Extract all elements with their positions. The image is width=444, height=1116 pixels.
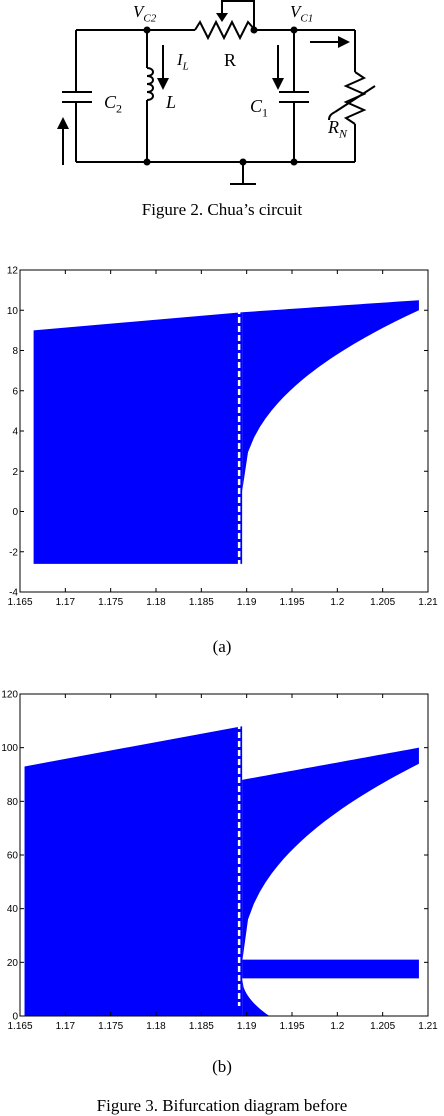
rn-label: RN (328, 117, 347, 142)
chartb-xtick-label: 1.21 (418, 1021, 438, 1032)
figure3b-label: (b) (212, 1057, 232, 1076)
il-letter: I (177, 50, 183, 69)
charta-xtick-label: 1.205 (370, 597, 395, 608)
vc1-subscript: C1 (300, 12, 314, 25)
charta-xtick-label: 1.19 (237, 597, 257, 608)
charta-xtick-label: 1.2 (330, 597, 344, 608)
il-label: IL (177, 50, 189, 72)
charta-ytick-label: 8 (12, 346, 18, 357)
rn-subscript: N (339, 126, 348, 141)
figure2-caption: Figure 2. Chua’s circuit (141, 200, 303, 219)
charta-ytick-label: 4 (12, 427, 18, 438)
chartb-ytick-label: 100 (1, 743, 18, 754)
chartb-lower-branch (242, 959, 419, 979)
c1-subscript: 1 (262, 105, 269, 120)
chartb-xtick-label: 1.17 (56, 1021, 76, 1032)
vc2-label: VC2 (133, 2, 156, 24)
chartb-xtick-label: 1.185 (189, 1021, 214, 1032)
vc2-letter: V (133, 2, 144, 21)
charta-xtick-label: 1.21 (418, 597, 438, 608)
chartb-ytick-label: 0 (12, 1012, 18, 1023)
charta-xtick-label: 1.195 (279, 597, 304, 608)
figure3-caption: Figure 3. Bifurcation diagram before (96, 1096, 348, 1115)
chartb-ytick-label: 20 (7, 958, 19, 969)
bifurcation-chart-b: 1.165 1.17 1.175 1.18 1.185 1.19 1.195 1.2 1.205… (1, 690, 438, 1033)
c1-letter: C (250, 96, 263, 116)
figure3a-label: (a) (212, 637, 232, 656)
bifurcation-chart-a: 1.165 1.17 1.175 1.18 1.185 1.19 1.195 1.2 1.205… (7, 266, 438, 609)
chartb-xtick-label: 1.19 (237, 1021, 257, 1032)
chua-circuit-diagram (57, 0, 376, 185)
chartb-lower-tail (242, 978, 270, 1016)
chartb-ytick-label: 120 (1, 690, 18, 701)
chartb-ytick-label: 80 (7, 797, 19, 808)
r-label: R (224, 50, 237, 70)
charta-ytick-label: 10 (7, 306, 19, 317)
il-subscript: L (182, 60, 189, 73)
c2-label: C2 (104, 92, 122, 117)
charta-ytick-label: 0 (12, 507, 18, 518)
charta-ytick-label: -4 (9, 588, 18, 599)
c2-letter: C (104, 92, 117, 112)
c1-label: C1 (250, 96, 268, 121)
chartb-upper-branch (242, 747, 419, 963)
chartb-xtick-label: 1.165 (7, 1021, 32, 1032)
charta-xtick-label: 1.165 (7, 597, 32, 608)
chartb-chaotic-band (24, 726, 243, 1016)
rn-letter: R (328, 117, 339, 137)
charta-xtick-label: 1.18 (146, 597, 166, 608)
charta-chaotic-band (33, 312, 243, 564)
charta-ytick-label: -2 (9, 547, 18, 558)
c2-subscript: 2 (116, 101, 123, 116)
l-label: L (166, 92, 177, 112)
charta-xtick-label: 1.185 (189, 597, 214, 608)
vc1-letter: V (290, 2, 301, 21)
charta-ytick-label: 2 (12, 467, 18, 478)
charta-ytick-label: 6 (12, 386, 18, 397)
chartb-xtick-label: 1.195 (279, 1021, 304, 1032)
vc1-label: VC1 (290, 2, 313, 24)
chartb-xtick-label: 1.175 (98, 1021, 123, 1032)
charta-ytick-label: 12 (7, 266, 19, 277)
charta-xtick-label: 1.17 (56, 597, 76, 608)
charta-xtick-label: 1.175 (98, 597, 123, 608)
chartb-ytick-label: 60 (7, 851, 19, 862)
chartb-xtick-label: 1.2 (330, 1021, 344, 1032)
chartb-xtick-label: 1.18 (146, 1021, 166, 1032)
chartb-ytick-label: 40 (7, 904, 19, 915)
chartb-xtick-label: 1.205 (370, 1021, 395, 1032)
charta-upper-branch (242, 300, 419, 492)
vc2-subscript: C2 (143, 12, 157, 25)
